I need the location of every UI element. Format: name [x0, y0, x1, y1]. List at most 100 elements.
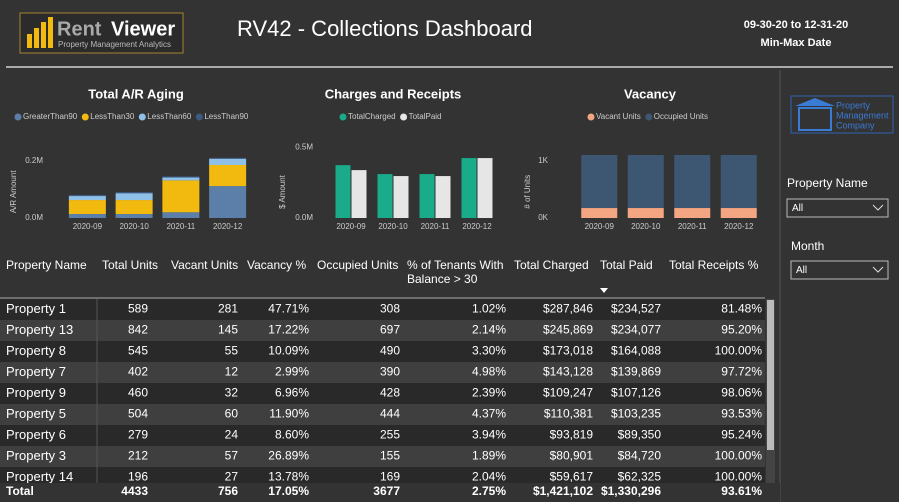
legend-label: LessThan60: [147, 112, 192, 121]
x-tick-label: 2020-12: [462, 222, 492, 231]
y-tick-label: 0.0M: [25, 213, 43, 222]
bar-segment: [115, 214, 153, 218]
company-name: Property: [836, 100, 871, 110]
x-tick-label: 2020-10: [378, 222, 408, 231]
table-cell: 3.94%: [472, 428, 506, 442]
bar: [351, 170, 367, 218]
brand-logo: Rent Viewer Property Management Analytic…: [19, 12, 184, 54]
legend-swatch: [81, 113, 89, 121]
bar-segment: [68, 200, 106, 215]
table-cell: $93,819: [550, 428, 594, 442]
table-cell: $139,869: [611, 365, 661, 379]
table-cell: Property 1: [6, 301, 66, 316]
bar-segment: [162, 212, 200, 218]
axis-title: $ Amount: [278, 174, 287, 209]
y-tick-label: 0.0M: [295, 213, 313, 222]
table-cell: 212: [128, 449, 148, 463]
table-cell: 279: [128, 428, 148, 442]
table-cell: $287,846: [543, 302, 593, 316]
column-header: Vacant Units: [171, 258, 238, 272]
table-cell: 100.00%: [715, 344, 763, 358]
legend-swatch: [587, 113, 595, 121]
table-cell: 47.71%: [268, 302, 309, 316]
total-cell: 756: [218, 484, 238, 498]
company-box: [790, 95, 894, 134]
bar-segment: [68, 214, 106, 218]
x-tick-label: 2020-11: [678, 222, 707, 231]
table-cell: 308: [380, 302, 400, 316]
table-cell: $173,018: [543, 344, 593, 358]
bar-segment: [209, 157, 247, 159]
x-tick-label: 2020-10: [119, 222, 149, 231]
table-cell: 95.20%: [721, 323, 762, 337]
total-cell: Total: [6, 484, 34, 498]
table-cell: 145: [218, 323, 238, 337]
table-cell: 281: [218, 302, 238, 316]
bar: [377, 174, 393, 218]
legend-label: TotalCharged: [348, 112, 396, 121]
table-row: [0, 362, 765, 383]
table-row: [0, 425, 765, 446]
bar-segment: [115, 193, 153, 201]
table-cell: $245,869: [543, 323, 593, 337]
table-cell: 545: [128, 344, 148, 358]
table-cell: Property 5: [6, 406, 66, 421]
table-cell: 390: [380, 365, 400, 379]
filter-value: All: [792, 203, 803, 214]
table-cell: 842: [128, 323, 148, 337]
filter-dropdown[interactable]: [790, 260, 889, 280]
table-cell: 98.06%: [721, 386, 762, 400]
x-tick-label: 2020-11: [166, 222, 195, 231]
chart-title: Vacancy: [624, 86, 677, 101]
filter-label: Property Name: [787, 176, 868, 190]
column-header: Occupied Units: [317, 258, 398, 272]
y-tick-label: 0.2M: [25, 156, 43, 165]
table-row: [0, 446, 765, 467]
logo-icon: [27, 34, 32, 48]
table-cell: Property 13: [6, 322, 73, 337]
bar: [393, 176, 409, 218]
scrollbar-thumb[interactable]: [767, 300, 774, 450]
table-cell: 17.22%: [268, 323, 309, 337]
table-cell: 490: [380, 344, 400, 358]
table-cell: Property 9: [6, 385, 66, 400]
company-icon: [795, 98, 835, 106]
table-cell: 100.00%: [715, 449, 763, 463]
table-cell: 2.14%: [472, 323, 506, 337]
table-cell: 169: [380, 470, 400, 484]
table-cell: $109,247: [543, 386, 593, 400]
table-cell: 155: [380, 449, 400, 463]
legend-swatch: [14, 113, 22, 121]
table-cell: 27: [225, 470, 239, 484]
filters: Property Name All Month All: [786, 176, 889, 280]
dropdown-chevron: [872, 204, 884, 211]
table-cell: 1.02%: [472, 302, 506, 316]
total-row: [0, 483, 780, 502]
total-cell: 17.05%: [268, 484, 309, 498]
table-cell: 57: [225, 449, 239, 463]
y-tick-label: 1K: [538, 156, 548, 165]
x-tick-label: 2020-10: [631, 222, 661, 231]
logo-icon: [48, 17, 53, 48]
bar-segment: [720, 155, 757, 209]
table-cell: 93.53%: [721, 407, 762, 421]
table-cell: 12: [225, 365, 239, 379]
bar-segment: [674, 208, 711, 218]
table-cell: 10.09%: [268, 344, 309, 358]
table-cell: 95.24%: [721, 428, 762, 442]
total-cell: 3677: [373, 484, 400, 498]
filter-dropdown[interactable]: [786, 198, 889, 218]
chart-title: Charges and Receipts: [325, 86, 462, 101]
bar-segment: [209, 158, 247, 165]
charts: Total A/R Aging GreaterThan90 LessThan30 Le…: [9, 86, 757, 231]
company-name: Management: [836, 110, 889, 120]
logo-icon: [41, 22, 46, 48]
table-cell: $234,077: [611, 323, 661, 337]
bar-segment: [209, 164, 247, 187]
table-cell: 2.99%: [275, 365, 309, 379]
table-cell: $164,088: [611, 344, 661, 358]
table-cell: $89,350: [618, 428, 662, 442]
bar-segment: [674, 155, 711, 209]
company-name: Company: [836, 120, 875, 130]
filter-value: All: [796, 265, 807, 276]
